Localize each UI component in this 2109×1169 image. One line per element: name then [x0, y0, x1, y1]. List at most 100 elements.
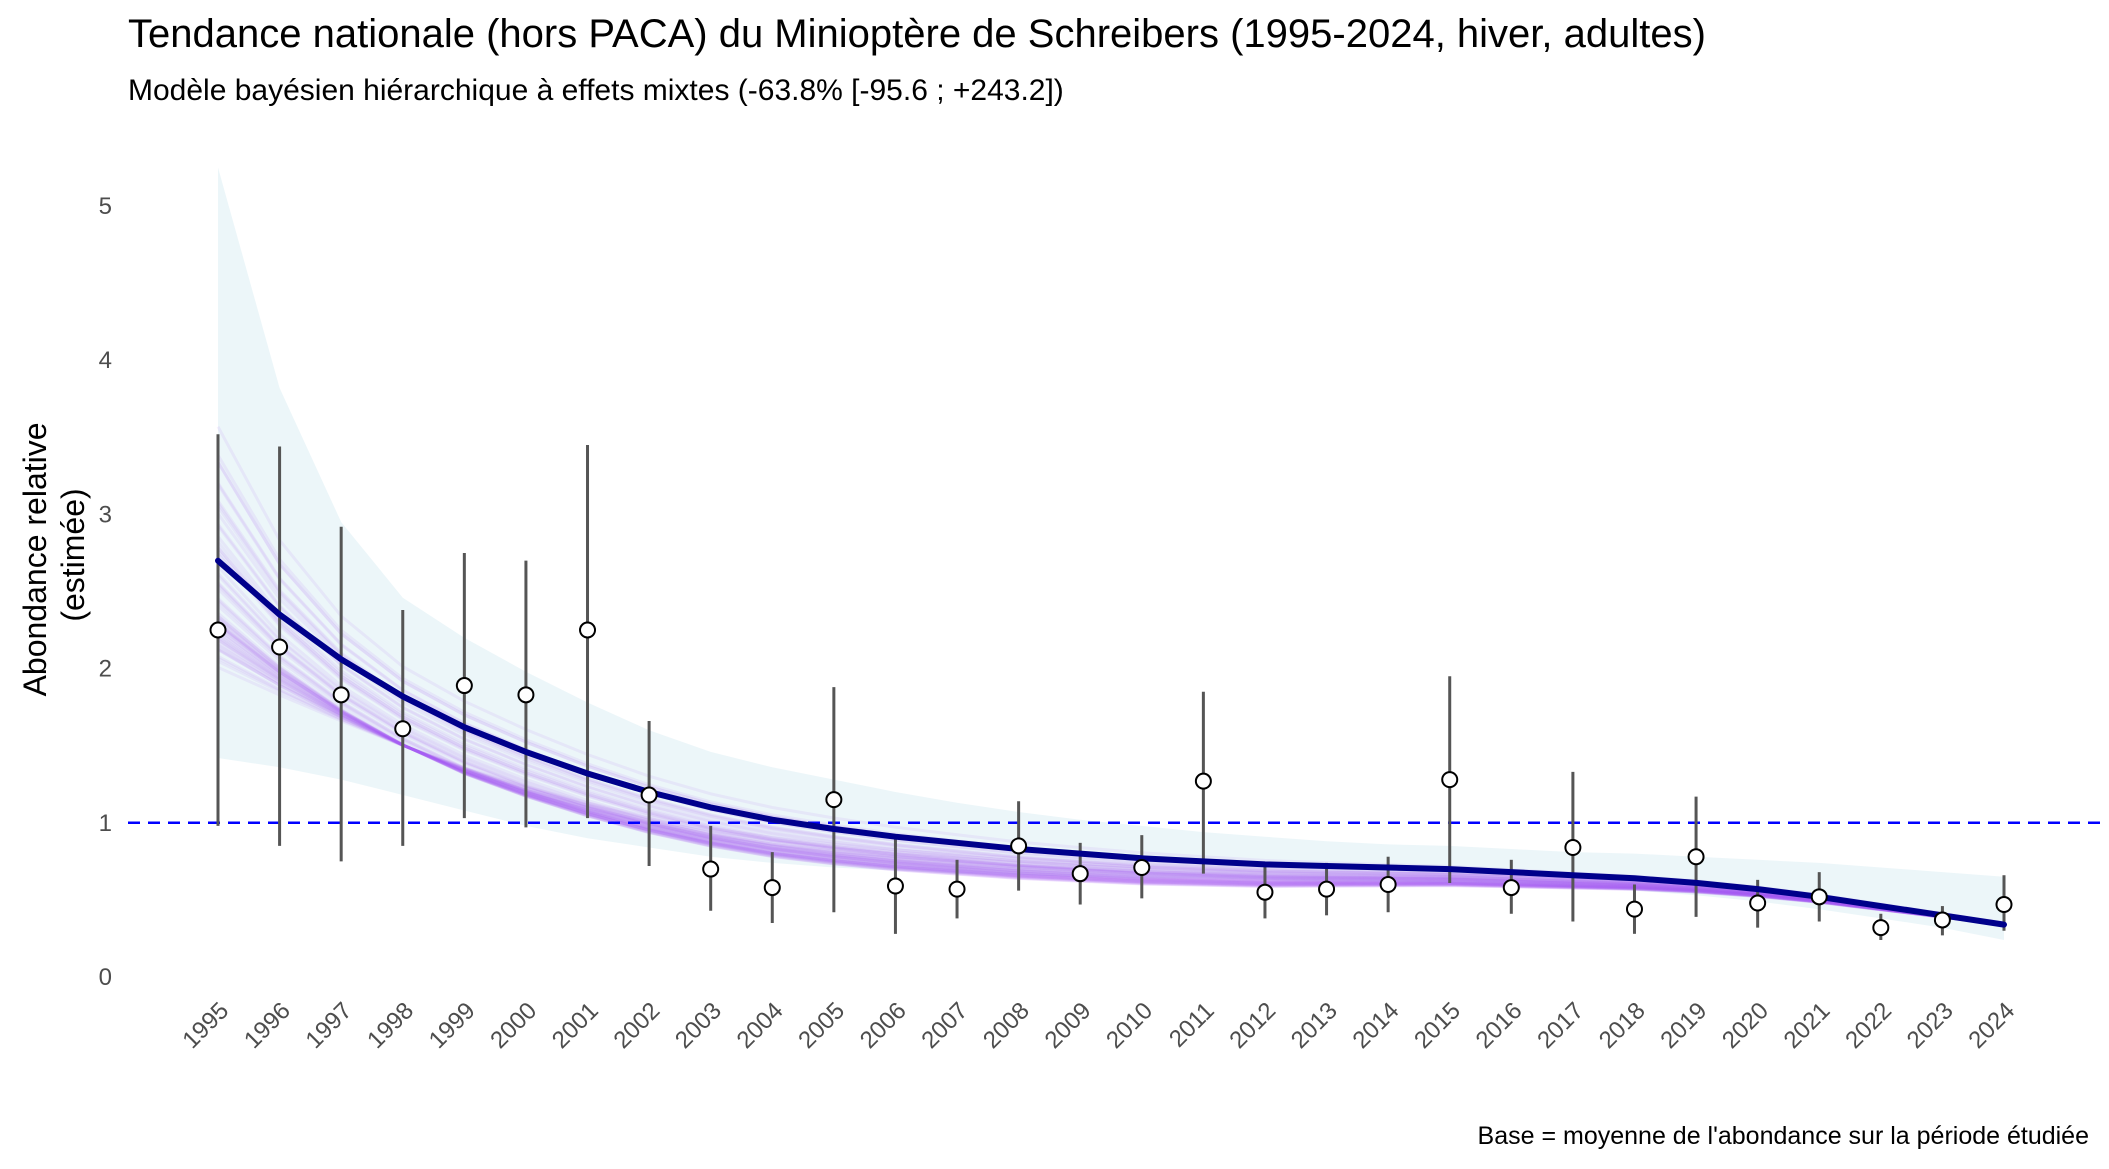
posterior-draw	[216, 535, 2005, 926]
posterior-draw	[216, 550, 2005, 926]
x-axis: 1995 1996 1997 1998 1999 2000 2001 2002 2003 2004…	[177, 997, 2020, 1054]
observed-point	[332, 686, 350, 704]
observed-point	[579, 621, 597, 639]
observed-point	[1625, 900, 1643, 918]
posterior-draw	[216, 582, 2005, 926]
x-tick-label: 2000	[485, 997, 542, 1054]
x-tick-label: 2001	[547, 997, 604, 1054]
observed-point	[1010, 837, 1028, 855]
posterior-draw	[216, 565, 2005, 926]
posterior-draw	[217, 647, 2005, 927]
observed-point	[1318, 880, 1336, 898]
trend-line	[215, 557, 2007, 928]
x-tick-label: 2009	[1040, 997, 1097, 1054]
posterior-draw	[216, 574, 2005, 926]
posterior-draw	[217, 648, 2005, 927]
observed-point	[1995, 896, 2013, 914]
observed-point	[702, 860, 720, 878]
x-tick-label: 2011	[1164, 997, 1220, 1053]
posterior-draw	[217, 614, 2005, 927]
x-tick-label: 2007	[916, 997, 973, 1054]
posterior-draw	[217, 643, 2005, 927]
posterior-draw	[217, 633, 2005, 927]
credible-ribbon	[218, 167, 2004, 940]
x-tick-label: 1998	[362, 997, 419, 1054]
posterior-draw	[217, 648, 2005, 927]
y-tick-label: 4	[99, 347, 112, 374]
posterior-draw	[217, 621, 2005, 927]
y-tick-label: 2	[99, 656, 112, 683]
posterior-draw	[216, 512, 2005, 926]
posterior-draw	[216, 552, 2005, 926]
posterior-draw	[216, 541, 2005, 926]
posterior-draw	[216, 581, 2005, 926]
observed-point	[1933, 911, 1951, 929]
x-tick-label: 2012	[1224, 997, 1281, 1054]
posterior-draw	[217, 628, 2005, 927]
posterior-draw	[216, 597, 2005, 926]
posterior-draw	[217, 612, 2005, 927]
chart-title: Tendance nationale (hors PACA) du Miniop…	[128, 12, 1706, 56]
x-tick-label: 1995	[177, 997, 234, 1054]
x-tick-label: 1999	[424, 997, 481, 1054]
posterior-draw	[216, 600, 2005, 926]
posterior-draw	[217, 656, 2005, 927]
posterior-draw	[217, 623, 2005, 927]
observed-point	[394, 720, 412, 738]
posterior-draw	[217, 627, 2005, 927]
posterior-draw	[217, 622, 2005, 927]
x-tick-label: 2003	[670, 997, 727, 1054]
posterior-draw	[217, 640, 2005, 927]
observed-point	[1071, 865, 1089, 883]
posterior-draw	[217, 638, 2005, 927]
x-tick-label: 2023	[1902, 997, 1959, 1054]
x-tick-label: 2024	[1963, 997, 2020, 1054]
observed-point	[1749, 894, 1767, 912]
observed-point	[1564, 838, 1582, 856]
observed-point	[886, 877, 904, 895]
posterior-draw	[217, 630, 2005, 927]
observed-point	[763, 879, 781, 897]
posterior-draws-layer	[216, 425, 2005, 927]
y-tick-label: 0	[99, 964, 112, 991]
points-layer	[209, 621, 2013, 937]
x-tick-label: 2006	[855, 997, 912, 1054]
posterior-draw	[217, 604, 2005, 926]
observed-point	[1687, 848, 1705, 866]
x-tick-label: 2018	[1594, 997, 1651, 1054]
posterior-draw	[217, 619, 2005, 927]
posterior-draw	[217, 615, 2005, 927]
observed-point	[271, 638, 289, 656]
posterior-draw	[216, 546, 2005, 926]
observed-point	[1810, 888, 1828, 906]
y-axis-label-line-2: (estimée)	[55, 488, 91, 621]
posterior-draw	[217, 623, 2005, 927]
posterior-draw	[217, 632, 2005, 927]
posterior-draw	[217, 644, 2005, 927]
x-tick-label: 2022	[1840, 997, 1897, 1054]
observed-point	[1133, 859, 1151, 877]
y-axis: 0 1 2 3 4 5	[99, 193, 112, 991]
observed-point	[455, 677, 473, 695]
posterior-draw	[217, 654, 2005, 927]
y-tick-label: 1	[99, 810, 112, 837]
posterior-draw	[217, 616, 2005, 927]
trend-layer	[215, 557, 2007, 928]
x-tick-label: 2020	[1717, 997, 1774, 1054]
y-axis-label-line-1: Abondance relative	[17, 422, 53, 696]
posterior-draw	[216, 598, 2005, 926]
posterior-draw	[217, 622, 2005, 927]
x-tick-label: 2013	[1286, 997, 1343, 1054]
observed-point	[1502, 879, 1520, 897]
posterior-draw	[216, 587, 2005, 926]
chart-caption: Base = moyenne de l'abondance sur la pér…	[1477, 1122, 2089, 1150]
posterior-draw	[216, 524, 2005, 926]
x-tick-label: 2015	[1409, 997, 1466, 1054]
ribbon-layer	[218, 167, 2004, 940]
x-tick-label: 2014	[1348, 997, 1405, 1054]
y-tick-label: 3	[99, 501, 112, 528]
x-tick-label: 2002	[609, 997, 666, 1054]
posterior-draw	[217, 618, 2005, 927]
observed-point	[1256, 883, 1274, 901]
